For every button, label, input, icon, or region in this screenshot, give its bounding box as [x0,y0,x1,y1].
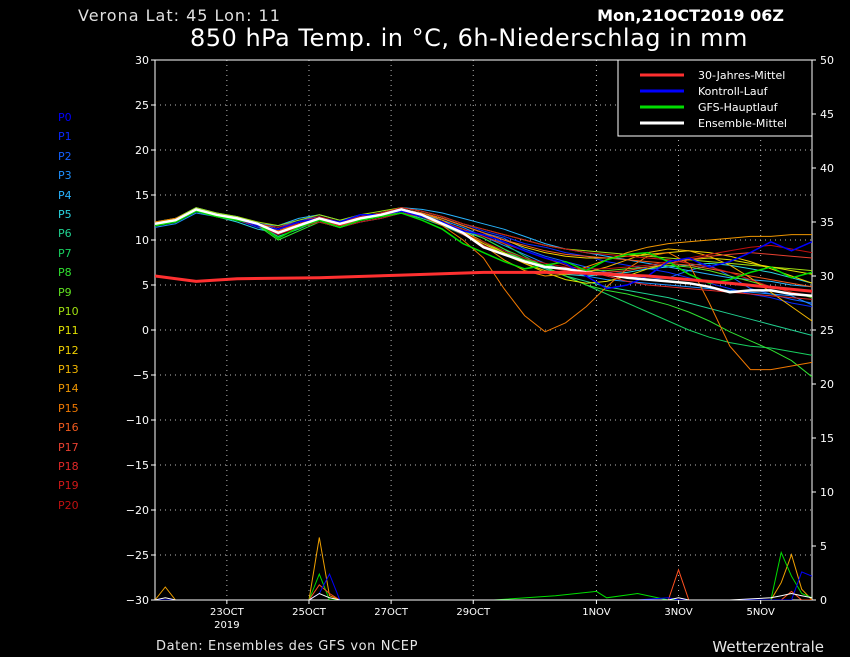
member-label-p0: P0 [58,111,72,124]
x-tick-label: 25OCT [292,607,327,618]
member-list: P0 P1 P2 P3 P4 P5 P6 P7 P8 P9 P10 P11 P12 P13 P14 P15 P1… [58,108,79,515]
member-label-p4: P4 [58,188,72,202]
member-label-p16: P16 [58,421,79,435]
member-label-p9: P9 [58,285,72,299]
data-source: Daten: Ensembles des GFS von NCEP [156,639,419,654]
y-left-tick-label: −20 [126,504,149,517]
run-datetime: Mon,21OCT2019 06Z [597,6,784,25]
y-right-tick-label: 40 [820,162,834,175]
y-left-tick-label: −30 [126,594,149,607]
member-label-p19: P19 [58,479,79,493]
x-year-label: 2019 [214,620,239,631]
y-right-tick-label: 10 [820,486,834,499]
y-right-tick-label: 45 [820,108,834,121]
y-right-tick-label: 15 [820,432,834,445]
y-right-tick-label: 35 [820,216,834,229]
legend-label-0: 30-Jahres-Mittel [698,69,785,82]
chart-title: 850 hPa Temp. in °C, 6h-Niederschlag in … [190,24,748,52]
y-left-tick-label: 20 [135,144,149,157]
member-label-p10: P10 [58,304,79,318]
y-left-tick-label: 5 [142,279,149,292]
y-left-tick-label: 10 [135,234,149,247]
legend-label-1: Kontroll-Lauf [698,85,769,98]
y-left-tick-label: 30 [135,54,149,67]
member-label-p11: P11 [58,324,79,338]
member-label-p3: P3 [58,169,72,183]
y-right-tick-label: 0 [820,594,827,607]
member-label-p1: P1 [58,130,72,144]
member-label-p14: P14 [58,382,79,396]
y-left-tick-label: −15 [126,459,149,472]
y-left-tick-label: −25 [126,549,149,562]
member-label-p17: P17 [58,440,79,454]
member-line-p4 [155,207,812,288]
legend-label-2: GFS-Hauptlauf [698,101,779,114]
y-left-tick-label: 25 [135,99,149,112]
x-tick-label: 29OCT [456,607,491,618]
location-label: Verona Lat: 45 Lon: 11 [78,6,281,25]
y-right-tick-label: 50 [820,54,834,67]
ensemble-mittel-line [155,208,812,298]
y-left-tick-label: 0 [142,324,149,337]
y-left-tick-label: −10 [126,414,149,427]
member-label-p13: P13 [58,363,79,377]
member-label-p2: P2 [58,149,72,163]
legend-label-3: Ensemble-Mittel [698,117,787,130]
member-label-p7: P7 [58,246,72,260]
member-label-p20: P20 [58,498,79,512]
member-line-p10 [155,207,812,272]
member-line-p19 [155,207,812,297]
30-jahres-mittel-line [155,270,812,293]
y-right-tick-label: 25 [820,324,834,337]
member-label-p8: P8 [58,266,72,280]
x-tick-label: 5NOV [746,607,775,618]
member-label-p18: P18 [58,460,79,474]
x-tick-label: 23OCT [210,607,245,618]
member-label-p12: P12 [58,343,79,357]
x-tick-label: 3NOV [664,607,693,618]
x-tick-label: 27OCT [374,607,409,618]
precip-line-0 [155,537,812,600]
member-label-p15: P15 [58,401,79,415]
y-left-tick-label: 15 [135,189,149,202]
plot-frame [154,59,813,601]
member-line-p8 [155,210,812,378]
member-label-p6: P6 [58,227,72,241]
member-line-p15 [155,208,812,371]
member-label-p5: P5 [58,207,72,221]
precip-line-4 [155,592,812,600]
precip-line-2 [155,568,812,600]
precip-line-3 [155,571,812,600]
plot-area [155,207,812,600]
brand-label: Wetterzentrale [712,638,824,656]
x-tick-label: 1NOV [582,607,611,618]
y-right-tick-label: 30 [820,270,834,283]
y-left-tick-label: −5 [133,369,149,382]
y-right-tick-label: 20 [820,378,834,391]
y-right-tick-label: 5 [820,540,827,553]
precip-line-1 [155,550,812,600]
